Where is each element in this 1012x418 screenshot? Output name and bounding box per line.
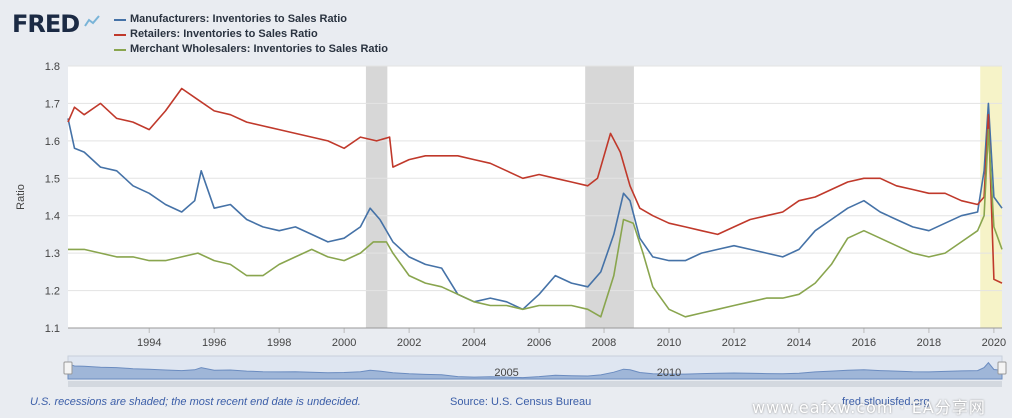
legend-swatch (114, 33, 126, 36)
y-tick-label: 1.7 (45, 98, 60, 110)
navigator-right-handle[interactable] (997, 361, 1007, 375)
chart-legend: Manufacturers: Inventories to Sales Rati… (114, 12, 388, 57)
x-tick-label: 2020 (982, 337, 1006, 349)
chart-frame: 1.1 1.2 1.3 1.4 1.5 1.6 1.7 1.8 1994 1996 1998 200… (4, 2, 1008, 416)
legend-item[interactable]: Manufacturers: Inventories to Sales Rati… (114, 12, 388, 27)
x-tick-label: 2008 (592, 337, 616, 349)
y-tick-label: 1.3 (45, 248, 60, 260)
x-tick-label: 2014 (787, 337, 811, 349)
x-tick-label: 2012 (722, 337, 746, 349)
series-manufacturers-line[interactable] (67, 102, 1003, 311)
x-tick-label: 1996 (202, 337, 226, 349)
navigator-tick-label: 2010 (657, 367, 681, 379)
x-tick-label: 2016 (852, 337, 876, 349)
chart-svg: 1.1 1.2 1.3 1.4 1.5 1.6 1.7 1.8 1994 1996 1998 200… (15, 61, 1007, 387)
navigator-tick-label: 2005 (494, 367, 518, 379)
y-tick-label: 1.2 (45, 286, 60, 298)
x-tick-label: 2018 (917, 337, 941, 349)
legend-item[interactable]: Merchant Wholesalers: Inventories to Sal… (114, 42, 388, 57)
legend-label: Merchant Wholesalers: Inventories to Sal… (130, 43, 388, 55)
legend-label: Manufacturers: Inventories to Sales Rati… (130, 13, 347, 25)
x-tick-label: 2006 (527, 337, 551, 349)
x-tick-label: 2002 (397, 337, 421, 349)
y-tick-label: 1.8 (45, 61, 60, 73)
watermark-text: www.eafxw.com · EA分享网 (752, 398, 986, 417)
legend-swatch (114, 48, 126, 51)
x-tick-label: 2000 (332, 337, 356, 349)
x-tick-label: 2010 (657, 337, 681, 349)
recession-note: U.S. recessions are shaded; the most rec… (30, 396, 361, 408)
fred-logo[interactable]: FRED (12, 10, 80, 38)
fred-chart-icon (84, 15, 100, 27)
plot-area (68, 66, 1002, 328)
y-tick-label: 1.5 (45, 173, 60, 185)
y-tick-label: 1.6 (45, 136, 60, 148)
recession-band (365, 66, 388, 328)
navigator-scrollbar[interactable] (68, 381, 1002, 387)
legend-item[interactable]: Retailers: Inventories to Sales Ratio (114, 27, 388, 42)
series-wholesalers-line[interactable] (68, 128, 1003, 318)
y-tick-label: 1.4 (45, 211, 60, 223)
source-link[interactable]: Source: U.S. Census Bureau (450, 396, 592, 408)
series-retailers-line[interactable] (67, 87, 1003, 284)
legend-swatch (114, 18, 126, 21)
x-tick-label: 1998 (267, 337, 291, 349)
navigator-series-area (67, 361, 1003, 380)
navigator-left-handle[interactable] (63, 361, 73, 375)
legend-label: Retailers: Inventories to Sales Ratio (130, 28, 318, 40)
x-tick-label: 2004 (462, 337, 486, 349)
fred-link[interactable]: fred.stlouisfed.org (842, 396, 930, 408)
y-tick-label: 1.1 (45, 323, 60, 335)
y-axis-title: Ratio (15, 184, 27, 210)
x-tick-label: 1994 (137, 337, 161, 349)
